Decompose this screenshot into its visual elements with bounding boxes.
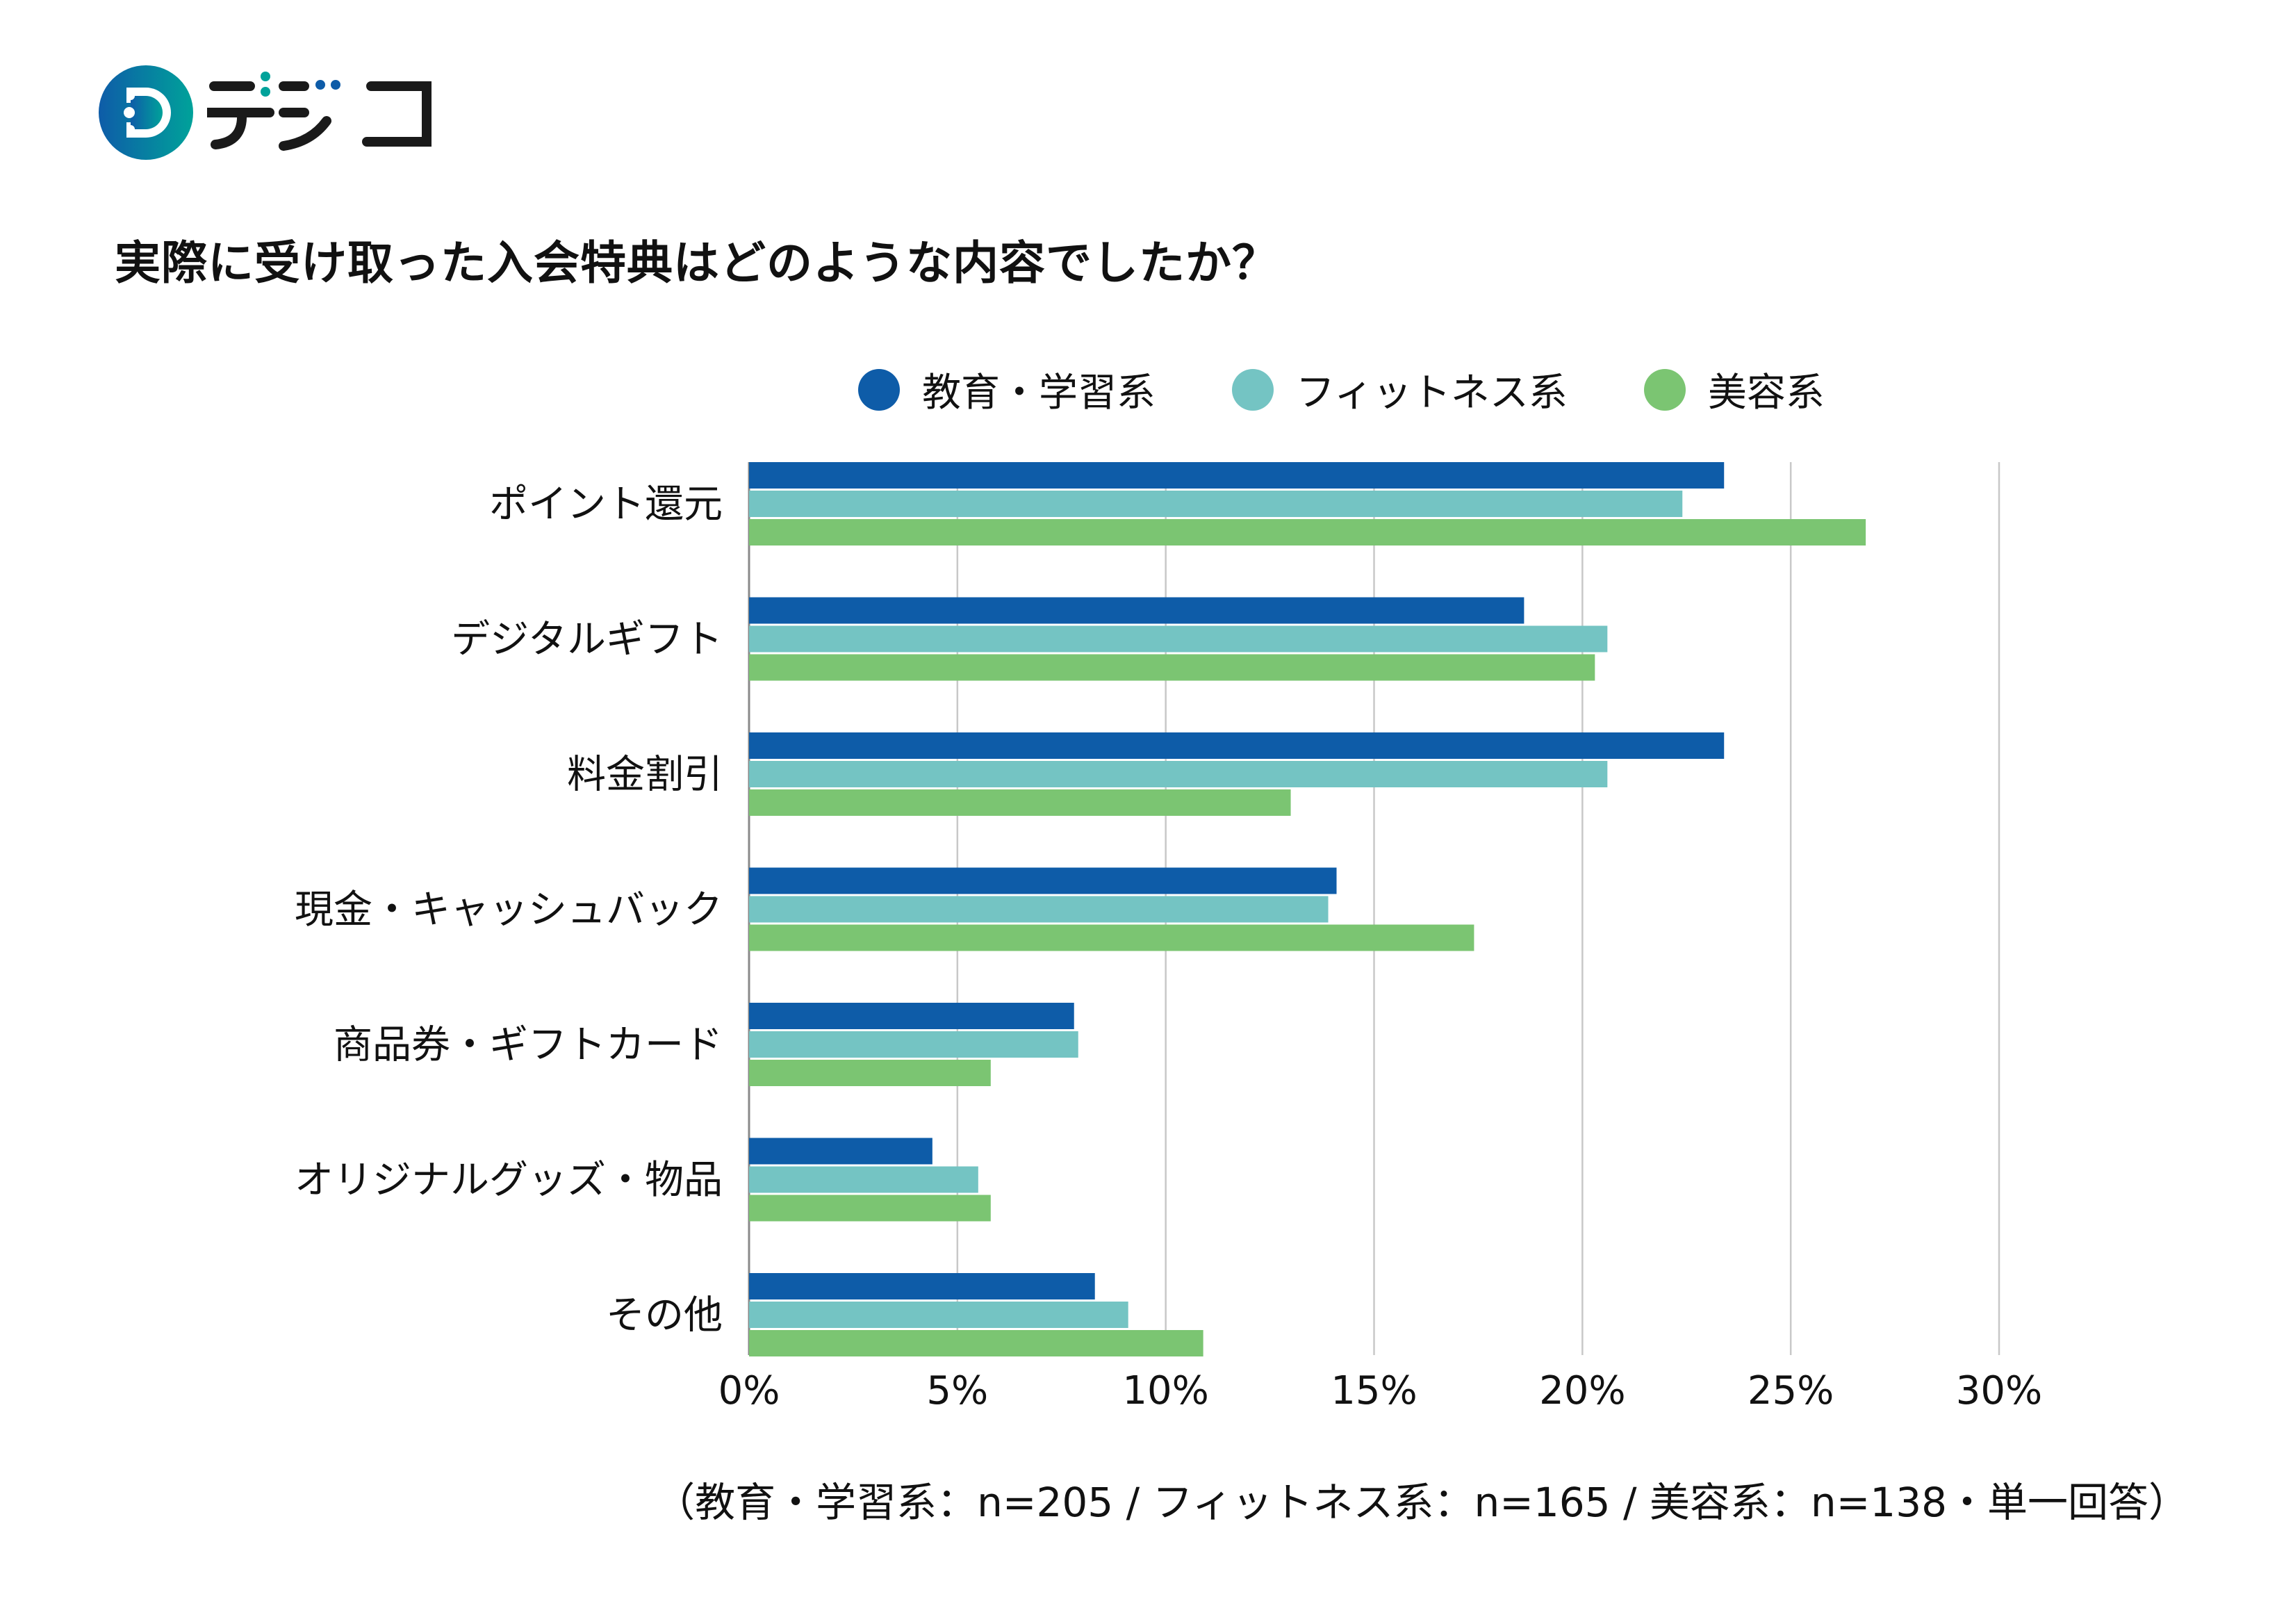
category-label: 商品券・ギフトカード [334,1023,723,1068]
bar[interactable] [749,896,1329,923]
x-tick-label: 15% [1331,1368,1417,1413]
bar[interactable] [749,1138,932,1165]
x-tick-label: 10% [1122,1368,1208,1413]
bar[interactable] [749,925,1474,951]
bar[interactable] [749,626,1607,653]
category-label: オリジナルグッズ・物品 [295,1158,723,1203]
category-label: 現金・キャッシュバック [295,887,723,933]
sample-size-footnote: （教育・学習系：n=205 / フィットネス系：n=165 / 美容系：n=13… [655,1470,2189,1528]
category-label: その他 [606,1293,723,1338]
bar[interactable] [749,462,1724,489]
category-labels: ポイント還元デジタルギフト料金割引現金・キャッシュバック商品券・ギフトカードオリ… [295,482,723,1338]
x-tick-label: 20% [1539,1368,1625,1413]
x-tick-label: 25% [1748,1368,1834,1413]
bar[interactable] [749,761,1607,787]
bar[interactable] [749,789,1291,816]
x-tick-label: 5% [926,1368,988,1413]
bar[interactable] [749,1031,1078,1058]
category-label: 料金割引 [567,753,723,798]
bar[interactable] [749,732,1724,759]
bar[interactable] [749,491,1682,517]
bar[interactable] [749,1302,1128,1328]
bars [749,462,1866,1356]
bar[interactable] [749,868,1337,894]
x-tick-labels: 0% 5% 10% 15% 20% 25% 30% [718,1368,2043,1413]
category-label: デジタルギフト [451,617,723,662]
bar[interactable] [749,1003,1074,1029]
x-tick-label: 30% [1956,1368,2042,1413]
bar[interactable] [749,1330,1203,1356]
bar[interactable] [749,519,1866,546]
bar-chart: ポイント還元デジタルギフト料金割引現金・キャッシュバック商品券・ギフトカードオリ… [0,0,2293,1624]
bar[interactable] [749,1167,978,1193]
category-label: ポイント還元 [489,482,723,527]
bar[interactable] [749,598,1524,624]
x-tick-label: 0% [718,1368,780,1413]
bar[interactable] [749,1060,991,1086]
bar[interactable] [749,655,1595,681]
bar[interactable] [749,1273,1095,1299]
bar[interactable] [749,1195,991,1222]
